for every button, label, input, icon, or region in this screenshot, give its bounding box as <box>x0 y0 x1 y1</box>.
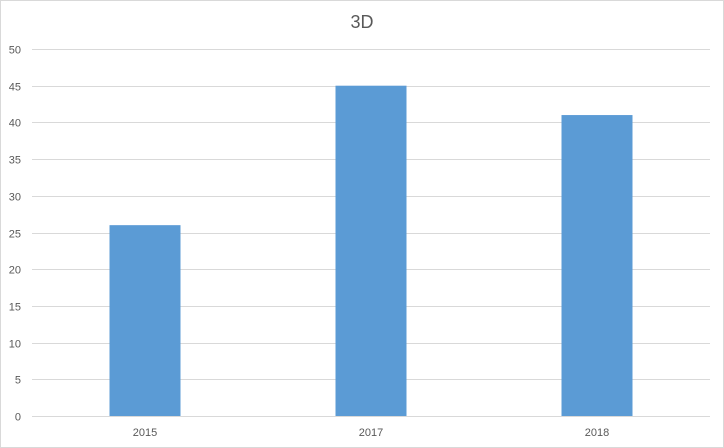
y-tick-label: 20 <box>9 265 21 277</box>
x-axis-labels: 2015 2017 2018 <box>133 427 609 439</box>
y-tick-label: 35 <box>9 155 21 167</box>
bar-2018 <box>561 115 633 416</box>
y-tick-label: 45 <box>9 82 21 94</box>
y-tick-label: 50 <box>9 45 21 57</box>
x-tick-label: 2015 <box>133 427 157 439</box>
x-tick-label: 2017 <box>359 427 383 439</box>
y-tick-label: 15 <box>9 302 21 314</box>
y-tick-label: 0 <box>15 412 21 424</box>
bars <box>109 85 633 416</box>
bar-2015 <box>109 225 181 416</box>
y-tick-label: 30 <box>9 192 21 204</box>
y-axis-labels: 0 5 10 15 20 25 30 35 40 45 50 <box>9 45 21 424</box>
chart-title: 3D <box>350 12 374 32</box>
x-tick-label: 2018 <box>585 427 609 439</box>
y-tick-label: 40 <box>9 118 21 130</box>
y-tick-label: 25 <box>9 229 21 241</box>
bar-2017 <box>335 85 407 416</box>
y-tick-label: 5 <box>15 375 21 387</box>
y-tick-label: 10 <box>9 339 21 351</box>
